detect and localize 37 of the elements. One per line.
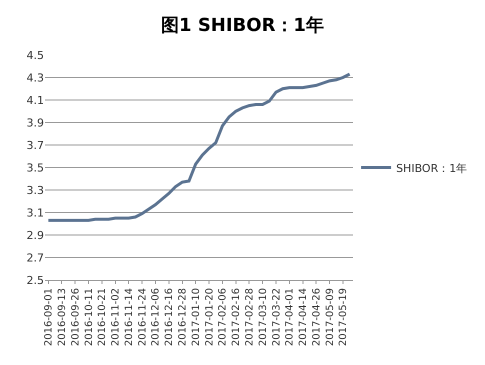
x-tick-label: 2017-05-09 <box>324 288 336 346</box>
x-tick-label: 2017-03-10 <box>258 288 269 346</box>
x-tick-label: 2016-12-16 <box>164 288 176 346</box>
x-tick-label: 2017-01-20 <box>204 288 216 346</box>
x-tick-label: 2017-04-26 <box>311 288 322 346</box>
x-tick-label: 2017-03-22 <box>271 288 282 346</box>
y-tick-label: 3.3 <box>26 184 44 197</box>
x-tick-label: 2016-09-26 <box>70 288 82 346</box>
legend-label: SHIBOR：1年 <box>396 162 468 175</box>
y-tick-label: 3.7 <box>26 138 44 152</box>
x-tick-label: 2017-01-10 <box>190 288 202 346</box>
x-tick-label: 2016-09-01 <box>44 288 55 346</box>
y-tick-label: 3.5 <box>26 161 44 174</box>
x-tick-label: 2016-11-24 <box>137 288 148 346</box>
y-tick-label: 2.9 <box>26 228 44 242</box>
x-tick-label: 2017-04-01 <box>284 288 296 346</box>
x-tick-label: 2017-02-28 <box>244 288 256 346</box>
x-tick-label: 2016-09-13 <box>56 288 68 346</box>
x-tick-label: 2016-11-02 <box>110 288 122 346</box>
y-tick-label: 4.5 <box>26 48 44 62</box>
y-tick-label: 2.7 <box>26 251 44 264</box>
x-tick-label: 2017-05-19 <box>338 288 350 346</box>
x-tick-label: 2016-10-11 <box>84 288 95 346</box>
x-tick-label: 2016-11-14 <box>124 288 135 346</box>
line-series <box>46 72 352 222</box>
x-tick-label: 2016-12-06 <box>150 288 162 346</box>
x-tick-label: 2017-02-06 <box>218 288 229 346</box>
y-tick-label: 3.1 <box>26 206 44 220</box>
x-tick-label: 2016-12-28 <box>178 288 189 346</box>
y-tick-label: 2.5 <box>26 274 44 287</box>
x-tick-label: 2017-02-16 <box>231 288 242 346</box>
y-tick-label: 4.1 <box>26 94 44 107</box>
x-tick-label: 2016-10-21 <box>97 288 108 346</box>
chart-title: 图1 SHIBOR：1年 <box>161 14 324 36</box>
y-tick-label: 4.3 <box>26 71 44 84</box>
x-tick-label: 2017-04-14 <box>298 288 310 346</box>
y-tick-label: 3.9 <box>26 116 44 130</box>
